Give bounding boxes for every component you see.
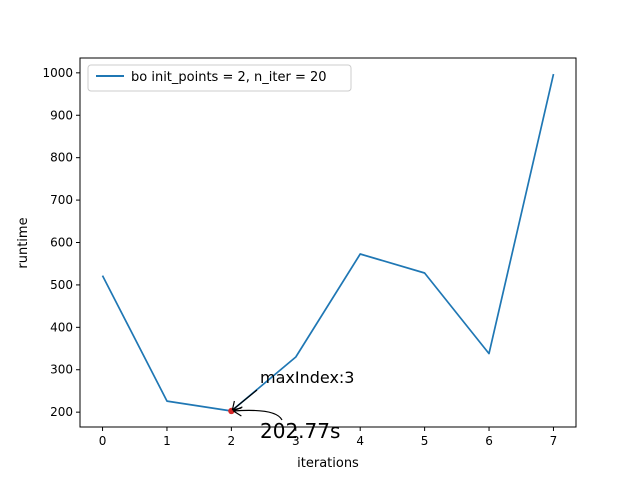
y-tick-label: 1000 bbox=[42, 66, 73, 80]
y-tick-label: 500 bbox=[50, 278, 73, 292]
annotation-arrow-maxindex bbox=[231, 389, 258, 411]
y-tick-label: 600 bbox=[50, 236, 73, 250]
legend-label: bo init_points = 2, n_iter = 20 bbox=[131, 70, 327, 85]
x-axis-ticks: 0 1 2 3 4 5 6 7 bbox=[99, 427, 558, 448]
x-tick-label: 4 bbox=[356, 434, 364, 448]
x-tick-label: 6 bbox=[485, 434, 493, 448]
plot-area bbox=[80, 58, 576, 427]
x-axis-label: iterations bbox=[297, 456, 359, 471]
y-tick-label: 800 bbox=[50, 151, 73, 165]
annotation-arrowhead-value bbox=[233, 406, 243, 417]
annotation-layer bbox=[228, 389, 283, 421]
x-tick-label: 7 bbox=[550, 434, 558, 448]
y-axis-ticks: 200 300 400 500 600 700 800 900 1000 bbox=[42, 66, 80, 419]
y-axis-label: runtime bbox=[16, 217, 31, 268]
annotation-maxindex: maxIndex:3 bbox=[260, 368, 354, 387]
series-line bbox=[101, 73, 555, 412]
legend-box bbox=[87, 64, 352, 92]
x-tick-label: 3 bbox=[292, 434, 300, 448]
x-tick-label: 2 bbox=[228, 434, 236, 448]
y-tick-label: 400 bbox=[50, 320, 73, 334]
y-tick-label: 200 bbox=[50, 405, 73, 419]
annotation-arrow-value bbox=[233, 409, 283, 421]
y-tick-label: 700 bbox=[50, 193, 73, 207]
x-tick-label: 5 bbox=[421, 434, 429, 448]
x-tick-label: 0 bbox=[99, 434, 107, 448]
y-tick-label: 900 bbox=[50, 108, 73, 122]
axes-background bbox=[80, 58, 576, 427]
series-layer bbox=[101, 73, 555, 412]
axes-frame bbox=[79, 57, 577, 428]
y-tick-label: 300 bbox=[50, 363, 73, 377]
annotation-runtime-value: 202.77s bbox=[260, 419, 340, 443]
legend: bo init_points = 2, n_iter = 20 bbox=[87, 64, 352, 92]
x-tick-label: 1 bbox=[163, 434, 171, 448]
